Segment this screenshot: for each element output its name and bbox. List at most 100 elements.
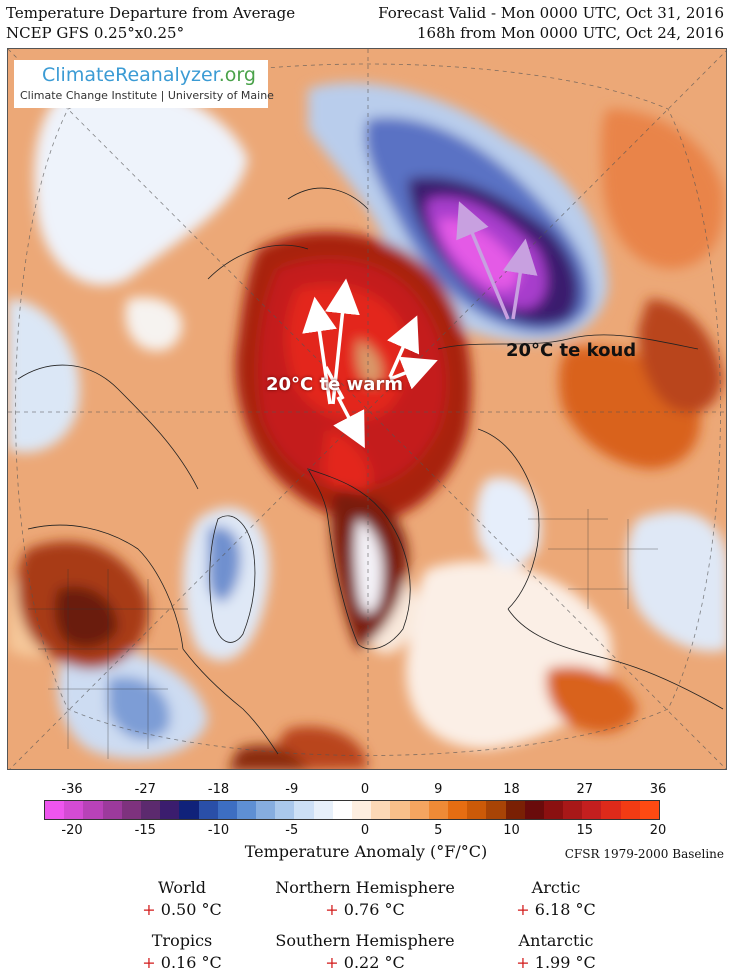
warm-arrow-4 bbox=[389, 356, 438, 390]
warm-arrow-3 bbox=[387, 315, 420, 378]
colorbar-swatch bbox=[639, 801, 659, 819]
colorbar-swatch bbox=[140, 801, 161, 819]
stat-name: Northern Hemisphere bbox=[275, 878, 455, 897]
colorbar-tick-label: -20 bbox=[61, 823, 83, 838]
colorbar-swatch bbox=[102, 801, 122, 819]
stat-value: 0.50 °C bbox=[155, 900, 222, 919]
colorbar-swatch bbox=[275, 801, 295, 819]
stat-sign: + bbox=[325, 953, 339, 972]
forecast-valid: Forecast Valid - Mon 0000 UTC, Oct 31, 2… bbox=[378, 4, 724, 22]
colorbar bbox=[44, 800, 660, 820]
logo-title: ClimateReanalyzer.org bbox=[42, 64, 256, 86]
anomaly-map[interactable] bbox=[7, 48, 727, 770]
colorbar-swatch bbox=[83, 801, 103, 819]
colorbar-tick-label: 0 bbox=[360, 823, 370, 838]
stat-name: World bbox=[157, 878, 206, 897]
colorbar-swatch bbox=[160, 801, 180, 819]
stat-arctic: Arctic + 6.18 °C bbox=[516, 877, 595, 921]
colorbar-tick-label: 18 bbox=[503, 782, 520, 797]
cold-annotation: 20°C te koud bbox=[506, 340, 637, 361]
stat-name: Antarctic bbox=[518, 931, 594, 950]
colorbar-swatch bbox=[601, 801, 621, 819]
stat-sign: + bbox=[325, 900, 339, 919]
warm-arrows bbox=[302, 278, 438, 449]
colorbar-tick-label: -36 bbox=[61, 782, 83, 797]
colorbar-swatch bbox=[64, 801, 84, 819]
colorbar-tick-label: -27 bbox=[134, 782, 156, 797]
stat-value: 0.22 °C bbox=[338, 953, 405, 972]
stat-value: 0.16 °C bbox=[155, 953, 222, 972]
colorbar-swatch bbox=[409, 801, 429, 819]
graticule bbox=[8, 49, 726, 769]
logo-subtitle: Climate Change Institute | University of… bbox=[20, 89, 274, 102]
stat-value: 6.18 °C bbox=[529, 900, 596, 919]
stat-northern-hemisphere: Northern Hemisphere + 0.76 °C bbox=[275, 877, 455, 921]
colorbar-swatch bbox=[428, 801, 448, 819]
colorbar-tick-label: -9 bbox=[285, 782, 299, 797]
borders bbox=[28, 509, 658, 759]
colorbar-tick-label: -5 bbox=[285, 823, 299, 838]
stat-value: 0.76 °C bbox=[338, 900, 405, 919]
colorbar-tick-label: -18 bbox=[207, 782, 230, 797]
stat-name: Arctic bbox=[531, 878, 581, 897]
stat-world: World + 0.50 °C bbox=[142, 877, 221, 921]
colorbar-swatch bbox=[524, 801, 544, 819]
coastlines bbox=[17, 187, 724, 755]
stat-name: Tropics bbox=[151, 931, 213, 950]
model-label: NCEP GFS 0.25°x0.25° bbox=[6, 24, 185, 42]
warm-arrow-6 bbox=[333, 396, 365, 449]
colorbar-swatch bbox=[121, 801, 141, 819]
colorbar-swatch bbox=[563, 801, 583, 819]
stat-sign: + bbox=[516, 900, 530, 919]
colorbar-tick-label: -10 bbox=[207, 823, 230, 838]
stat-southern-hemisphere: Southern Hemisphere + 0.22 °C bbox=[275, 930, 454, 974]
colorbar-tick-label: 9 bbox=[434, 782, 443, 797]
colorbar-title: Temperature Anomaly (°F/°C) bbox=[244, 842, 488, 861]
colorbar-swatch bbox=[256, 801, 276, 819]
cold-arrow-1 bbox=[456, 201, 510, 320]
colorbar-swatch bbox=[543, 801, 564, 819]
stat-sign: + bbox=[516, 953, 530, 972]
colorbar-tick-label: 0 bbox=[360, 782, 370, 797]
colorbar-tick-label: -15 bbox=[134, 823, 156, 838]
colorbar-swatch bbox=[371, 801, 391, 819]
colorbar-swatch bbox=[217, 801, 237, 819]
stat-antarctic: Antarctic + 1.99 °C bbox=[516, 930, 595, 974]
colorbar-swatch bbox=[620, 801, 640, 819]
header-right: Forecast Valid - Mon 0000 UTC, Oct 31, 2… bbox=[378, 3, 724, 43]
colorbar-swatch bbox=[352, 801, 372, 819]
colorbar-swatch bbox=[486, 801, 506, 819]
stat-name: Southern Hemisphere bbox=[275, 931, 455, 950]
forecast-lead: 168h from Mon 0000 UTC, Oct 24, 2016 bbox=[417, 24, 724, 42]
colorbar-tick-label: 36 bbox=[649, 782, 667, 797]
warm-arrow-5 bbox=[324, 366, 345, 400]
colorbar-swatch bbox=[179, 801, 199, 819]
colorbar-tick-label: 20 bbox=[649, 823, 667, 838]
colorbar-swatch bbox=[198, 801, 218, 819]
stat-sign: + bbox=[142, 900, 156, 919]
colorbar-swatch bbox=[236, 801, 257, 819]
climate-reanalyzer-logo[interactable]: ClimateReanalyzer.org Climate Change Ins… bbox=[14, 60, 274, 108]
map-title: Temperature Departure from Average bbox=[6, 4, 296, 22]
cold-arrows bbox=[456, 201, 538, 320]
colorbar-tick-label: 27 bbox=[576, 782, 594, 797]
stat-sign: + bbox=[142, 953, 156, 972]
warm-arrow-1 bbox=[302, 296, 337, 405]
colorbar-swatch bbox=[582, 801, 602, 819]
colorbar-tick-label: 10 bbox=[503, 823, 520, 838]
colorbar-swatch bbox=[467, 801, 487, 819]
warm-annotation: 20°C te warm bbox=[266, 374, 404, 395]
map-canvas bbox=[8, 49, 726, 769]
colorbar-swatch bbox=[332, 801, 352, 819]
colorbar-swatch bbox=[45, 801, 65, 819]
colorbar-tick-label: 15 bbox=[576, 823, 594, 838]
stat-tropics: Tropics + 0.16 °C bbox=[142, 930, 221, 974]
colorbar-swatch bbox=[313, 801, 333, 819]
colorbar-swatch bbox=[447, 801, 468, 819]
colorbar-swatch bbox=[505, 801, 525, 819]
header-left: Temperature Departure from Average NCEP … bbox=[6, 3, 295, 43]
baseline-label: CFSR 1979-2000 Baseline bbox=[564, 847, 724, 861]
colorbar-swatch bbox=[390, 801, 410, 819]
colorbar-swatch bbox=[294, 801, 314, 819]
stat-value: 1.99 °C bbox=[529, 953, 596, 972]
